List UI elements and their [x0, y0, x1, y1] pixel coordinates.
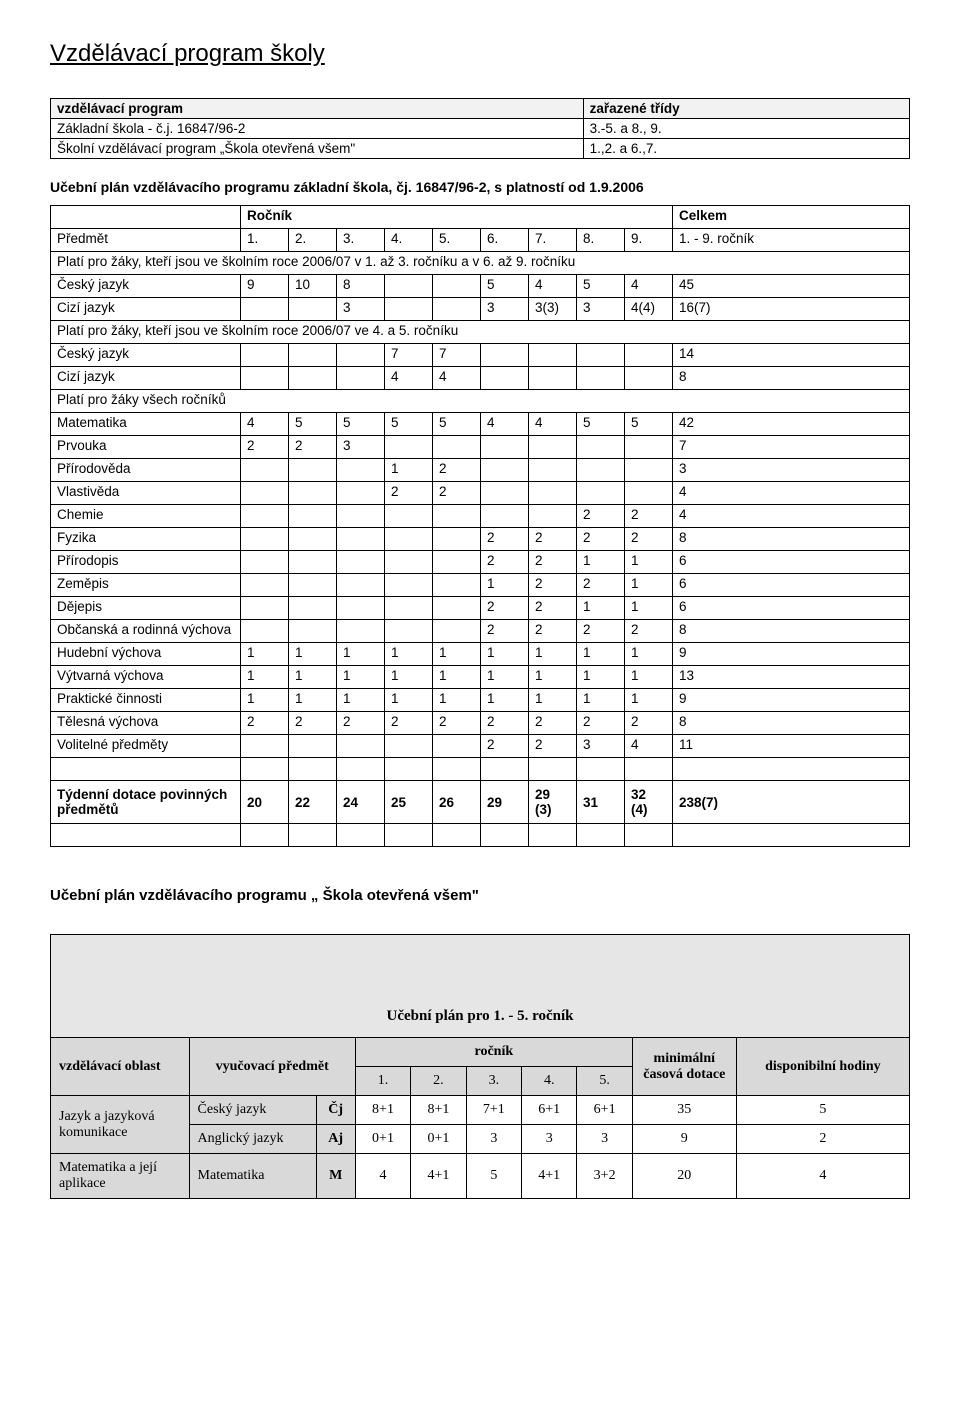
range-head: 1. - 9. ročník	[673, 229, 910, 252]
subject-label: Anglický jazyk	[189, 1125, 316, 1154]
subject-abbr: Čj	[316, 1096, 355, 1125]
plan-heading: Učební plán vzdělávacího programu základ…	[50, 179, 910, 195]
total-row: Týdenní dotace povinných předmětů 202224…	[51, 781, 910, 824]
subject-abbr: Aj	[316, 1125, 355, 1154]
section-label: Platí pro žáky všech ročníků	[51, 390, 910, 413]
section-label: Platí pro žáky, kteří jsou ve školním ro…	[51, 252, 910, 275]
grade-head: 1.	[355, 1067, 410, 1096]
table-row: Prvouka2237	[51, 436, 910, 459]
table-row: Matematika45555445542	[51, 413, 910, 436]
table-row: Přírodopis22116	[51, 551, 910, 574]
grade-head: 1.	[241, 229, 289, 252]
col-rocnik: Ročník	[241, 206, 673, 229]
head-min: minimální časová dotace	[632, 1038, 736, 1096]
table-row: Matematika a její aplikace Matematika M …	[51, 1154, 910, 1199]
table-row: Cizí jazyk448	[51, 367, 910, 390]
grade-head: 5.	[433, 229, 481, 252]
area-label: Jazyk a jazyková komunikace	[51, 1096, 190, 1154]
table-row: Volitelné předměty223411	[51, 735, 910, 758]
grade-head: 2.	[289, 229, 337, 252]
grade-head: 6.	[481, 229, 529, 252]
grade-head: 5.	[577, 1067, 632, 1096]
intro-col-classes: zařazené třídy	[583, 99, 909, 119]
grade-head: 8.	[577, 229, 625, 252]
subject-label: Český jazyk	[189, 1096, 316, 1125]
table-row: Hudební výchova1111111119	[51, 643, 910, 666]
table-row: Dějepis22116	[51, 597, 910, 620]
grade-head: 3.	[337, 229, 385, 252]
grade-head: 2.	[411, 1067, 466, 1096]
table-row: Cizí jazyk333(3)34(4)16(7)	[51, 298, 910, 321]
intro-col-program: vzdělávací program	[51, 99, 584, 119]
table-row: Praktické činnosti1111111119	[51, 689, 910, 712]
table-row: Výtvarná výchova11111111113	[51, 666, 910, 689]
predmet-label: Předmět	[51, 229, 241, 252]
intro-table: vzdělávací program zařazené třídy Základ…	[50, 98, 910, 159]
intro-cell: 3.-5. a 8., 9.	[583, 119, 909, 139]
head-disp: disponibilní hodiny	[736, 1038, 909, 1096]
grade-head: 3.	[466, 1067, 521, 1096]
plan2-table: Učební plán pro 1. - 5. ročník vzdělávac…	[50, 934, 910, 1199]
head-oblast: vzdělávací oblast	[51, 1038, 190, 1096]
head-predmet: vyučovací předmět	[189, 1038, 355, 1096]
table-row: Občanská a rodinná výchova22228	[51, 620, 910, 643]
blank	[51, 206, 241, 229]
intro-cell: Školní vzdělávací program „Škola otevřen…	[51, 139, 584, 159]
area-label: Matematika a její aplikace	[51, 1154, 190, 1199]
table-row: Český jazyk7714	[51, 344, 910, 367]
grade-head: 4.	[522, 1067, 577, 1096]
main-table: Ročník Celkem Předmět 1. 2. 3. 4. 5. 6. …	[50, 205, 910, 847]
table-row: Tělesná výchova2222222228	[51, 712, 910, 735]
subject-abbr: M	[316, 1154, 355, 1199]
table-row: Chemie224	[51, 505, 910, 528]
head-rocnik: ročník	[355, 1038, 632, 1067]
table-row: Přírodověda123	[51, 459, 910, 482]
col-celkem: Celkem	[673, 206, 910, 229]
subject-label: Matematika	[189, 1154, 316, 1199]
plan2-inner-title: Učební plán pro 1. - 5. ročník	[51, 935, 910, 1038]
grade-head: 9.	[625, 229, 673, 252]
table-row: Fyzika22228	[51, 528, 910, 551]
intro-cell: Základní škola - č.j. 16847/96-2	[51, 119, 584, 139]
intro-cell: 1.,2. a 6.,7.	[583, 139, 909, 159]
table-row: Jazyk a jazyková komunikace Český jazyk …	[51, 1096, 910, 1125]
grade-head: 7.	[529, 229, 577, 252]
table-row: Český jazyk9108545445	[51, 275, 910, 298]
section-label: Platí pro žáky, kteří jsou ve školním ro…	[51, 321, 910, 344]
plan2-title: Učební plán vzdělávacího programu „ Škol…	[50, 887, 910, 904]
table-row: Zeměpis12216	[51, 574, 910, 597]
grade-head: 4.	[385, 229, 433, 252]
table-row: Vlastivěda224	[51, 482, 910, 505]
page-title: Vzdělávací program školy	[50, 40, 910, 68]
